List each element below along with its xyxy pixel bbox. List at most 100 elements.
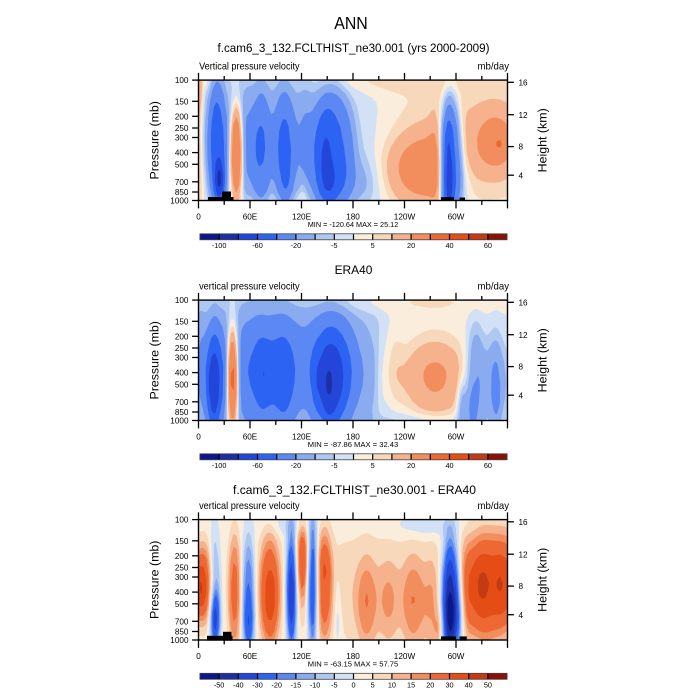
svg-text:0: 0 bbox=[351, 680, 355, 689]
svg-text:100: 100 bbox=[175, 296, 189, 305]
svg-text:500: 500 bbox=[175, 380, 189, 389]
svg-text:150: 150 bbox=[175, 537, 189, 546]
svg-text:ANN: ANN bbox=[334, 13, 368, 33]
svg-text:Height (km): Height (km) bbox=[536, 108, 550, 172]
svg-text:mb/day: mb/day bbox=[478, 61, 510, 72]
svg-text:f.cam6_3_132.FCLTHIST_ne30.001: f.cam6_3_132.FCLTHIST_ne30.001 (yrs 2000… bbox=[218, 41, 490, 55]
svg-text:120W: 120W bbox=[394, 652, 416, 661]
svg-text:16: 16 bbox=[519, 518, 529, 527]
svg-text:40: 40 bbox=[445, 461, 453, 470]
svg-text:5: 5 bbox=[371, 241, 375, 250]
svg-text:-15: -15 bbox=[291, 680, 302, 689]
svg-text:12: 12 bbox=[519, 111, 529, 120]
svg-text:120W: 120W bbox=[394, 432, 416, 441]
svg-text:400: 400 bbox=[175, 149, 189, 158]
svg-text:-100: -100 bbox=[212, 241, 227, 250]
svg-text:Height (km): Height (km) bbox=[536, 548, 550, 612]
svg-text:100: 100 bbox=[175, 76, 189, 85]
svg-text:120E: 120E bbox=[292, 652, 312, 661]
svg-text:0: 0 bbox=[196, 212, 201, 221]
svg-text:8: 8 bbox=[519, 582, 524, 591]
svg-text:60E: 60E bbox=[243, 432, 258, 441]
svg-text:700: 700 bbox=[175, 178, 189, 187]
svg-text:150: 150 bbox=[175, 97, 189, 106]
svg-text:12: 12 bbox=[519, 331, 529, 340]
svg-text:vertical pressure velocity: vertical pressure velocity bbox=[199, 501, 300, 512]
svg-text:Vertical pressure velocity: Vertical pressure velocity bbox=[199, 61, 300, 72]
svg-text:-20: -20 bbox=[291, 461, 302, 470]
svg-text:4: 4 bbox=[519, 171, 524, 180]
svg-text:4: 4 bbox=[519, 611, 524, 620]
svg-text:-30: -30 bbox=[252, 680, 263, 689]
svg-text:180: 180 bbox=[346, 652, 360, 661]
svg-text:60E: 60E bbox=[243, 652, 258, 661]
svg-text:500: 500 bbox=[175, 160, 189, 169]
svg-text:f.cam6_3_132.FCLTHIST_ne30.001: f.cam6_3_132.FCLTHIST_ne30.001 - ERA40 bbox=[233, 483, 476, 497]
svg-text:1000: 1000 bbox=[170, 636, 189, 645]
svg-text:180: 180 bbox=[346, 212, 360, 221]
svg-text:Pressure (mb): Pressure (mb) bbox=[147, 101, 161, 180]
svg-text:100: 100 bbox=[175, 516, 189, 525]
svg-text:400: 400 bbox=[175, 369, 189, 378]
svg-text:16: 16 bbox=[519, 78, 529, 87]
svg-text:mb/day: mb/day bbox=[478, 501, 510, 512]
svg-text:Height (km): Height (km) bbox=[536, 328, 550, 392]
svg-text:5: 5 bbox=[371, 461, 375, 470]
svg-text:200: 200 bbox=[175, 552, 189, 561]
svg-text:250: 250 bbox=[175, 344, 189, 353]
svg-text:500: 500 bbox=[175, 600, 189, 609]
svg-text:-20: -20 bbox=[291, 241, 302, 250]
svg-text:0: 0 bbox=[196, 652, 201, 661]
svg-text:Pressure (mb): Pressure (mb) bbox=[147, 541, 161, 620]
svg-text:-5: -5 bbox=[331, 461, 338, 470]
svg-text:60E: 60E bbox=[243, 212, 258, 221]
svg-text:60W: 60W bbox=[448, 432, 465, 441]
svg-text:-40: -40 bbox=[233, 680, 244, 689]
svg-text:40: 40 bbox=[445, 241, 453, 250]
svg-text:700: 700 bbox=[175, 398, 189, 407]
svg-text:8: 8 bbox=[519, 143, 524, 152]
svg-text:0: 0 bbox=[196, 432, 201, 441]
svg-text:-5: -5 bbox=[331, 241, 338, 250]
svg-text:300: 300 bbox=[175, 354, 189, 363]
svg-text:850: 850 bbox=[175, 628, 189, 637]
svg-text:16: 16 bbox=[519, 298, 529, 307]
svg-text:30: 30 bbox=[445, 680, 453, 689]
svg-text:ERA40: ERA40 bbox=[335, 263, 373, 277]
svg-text:850: 850 bbox=[175, 188, 189, 197]
svg-text:60: 60 bbox=[484, 241, 492, 250]
svg-text:-60: -60 bbox=[252, 461, 263, 470]
svg-text:1000: 1000 bbox=[170, 197, 189, 206]
svg-text:250: 250 bbox=[175, 124, 189, 133]
svg-text:700: 700 bbox=[175, 617, 189, 626]
svg-text:300: 300 bbox=[175, 573, 189, 582]
svg-text:150: 150 bbox=[175, 317, 189, 326]
svg-text:180: 180 bbox=[346, 432, 360, 441]
svg-text:MIN = -63.15 MAX = 57.75: MIN = -63.15 MAX = 57.75 bbox=[308, 659, 399, 668]
svg-text:10: 10 bbox=[388, 680, 396, 689]
svg-text:120E: 120E bbox=[292, 212, 312, 221]
svg-text:300: 300 bbox=[175, 134, 189, 143]
svg-text:-100: -100 bbox=[212, 461, 227, 470]
svg-text:200: 200 bbox=[175, 112, 189, 121]
svg-text:mb/day: mb/day bbox=[478, 281, 510, 292]
svg-text:1000: 1000 bbox=[170, 417, 189, 426]
svg-text:-50: -50 bbox=[214, 680, 225, 689]
svg-text:5: 5 bbox=[371, 680, 375, 689]
svg-text:-5: -5 bbox=[331, 680, 338, 689]
svg-text:4: 4 bbox=[519, 391, 524, 400]
svg-text:vertical pressure velocity: vertical pressure velocity bbox=[199, 281, 300, 292]
svg-text:40: 40 bbox=[465, 680, 473, 689]
svg-text:12: 12 bbox=[519, 550, 529, 559]
svg-text:120W: 120W bbox=[394, 212, 416, 221]
svg-text:MIN = -120.64 MAX = 25.12: MIN = -120.64 MAX = 25.12 bbox=[308, 220, 399, 229]
svg-text:60W: 60W bbox=[448, 212, 465, 221]
svg-text:15: 15 bbox=[407, 680, 415, 689]
svg-text:50: 50 bbox=[484, 680, 492, 689]
svg-text:200: 200 bbox=[175, 332, 189, 341]
svg-text:-60: -60 bbox=[252, 241, 263, 250]
svg-text:20: 20 bbox=[407, 461, 415, 470]
svg-text:-20: -20 bbox=[271, 680, 282, 689]
svg-text:120E: 120E bbox=[292, 432, 312, 441]
svg-text:8: 8 bbox=[519, 363, 524, 372]
